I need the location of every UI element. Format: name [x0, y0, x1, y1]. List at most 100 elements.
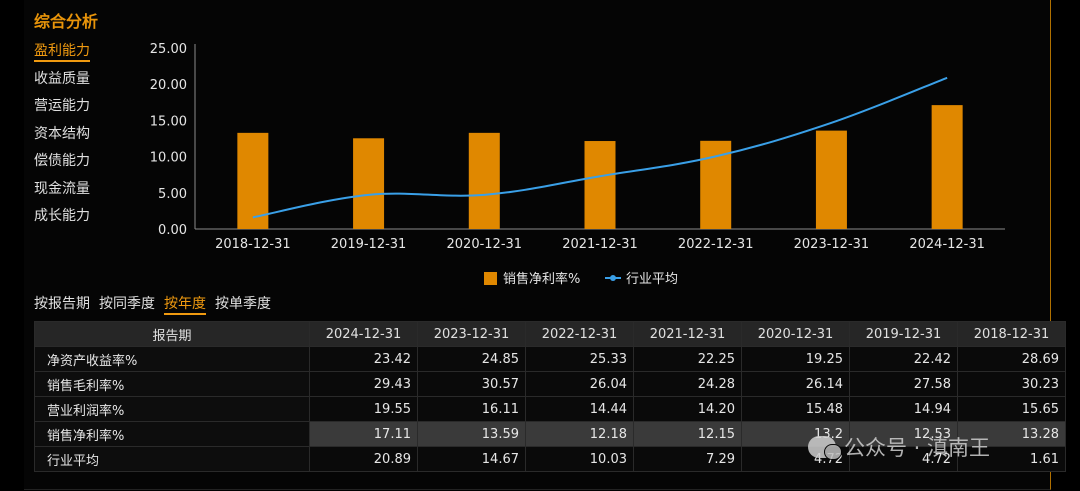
x-tick-label: 2018-12-31	[215, 237, 291, 252]
table-cell: 26.04	[525, 371, 634, 397]
table-cell: 27.58	[849, 371, 958, 397]
sidebar-item-label: 成长能力	[34, 208, 90, 224]
sidebar-item-3[interactable]: 资本结构	[34, 123, 90, 151]
x-tick-label: 2023-12-31	[794, 237, 870, 252]
table-cell: 29.43	[309, 371, 418, 397]
legend-line-label: 行业平均	[626, 272, 678, 287]
table-cell: 28.69	[957, 346, 1066, 372]
row-label: 净资产收益率%	[34, 346, 310, 372]
table-cell: 1.61	[957, 446, 1066, 472]
column-header: 2023-12-31	[417, 321, 526, 347]
series-line	[252, 76, 948, 219]
column-header: 2018-12-31	[957, 321, 1066, 347]
sidebar-item-2[interactable]: 营运能力	[34, 95, 90, 123]
x-tick-label: 2020-12-31	[447, 237, 523, 252]
table-cell: 17.11	[309, 421, 418, 447]
sidebar-item-label: 偿债能力	[34, 153, 90, 169]
bar	[584, 141, 616, 229]
table-cell: 19.55	[309, 396, 418, 422]
tab-3[interactable]: 按单季度	[215, 296, 271, 312]
y-tick-label: 10.00	[150, 151, 187, 166]
sidebar-item-label: 营运能力	[34, 98, 90, 114]
bar	[353, 138, 385, 229]
column-header: 2021-12-31	[633, 321, 742, 347]
table-cell: 26.14	[741, 371, 850, 397]
column-header: 2024-12-31	[309, 321, 418, 347]
table-row[interactable]: 净资产收益率% 23.42 24.85 25.33 22.25 19.25 22.42 28.…	[34, 346, 1066, 372]
watermark-text: 公众号 · 滇南王	[844, 436, 991, 460]
row-label: 营业利润率%	[34, 396, 310, 422]
legend-bar-swatch	[484, 272, 497, 285]
table-cell: 16.11	[417, 396, 526, 422]
table-cell: 23.42	[309, 346, 418, 372]
sidebar-item-label: 收益质量	[34, 70, 90, 87]
tab-2[interactable]: 按年度	[164, 293, 206, 315]
sidebar-item-4[interactable]: 偿债能力	[34, 150, 90, 178]
x-tick-label: 2019-12-31	[331, 237, 407, 252]
table-corner-header: 报告期	[34, 321, 310, 347]
chart: 0.00 5.00 10.00 15.00 20.00 25.00 2018-12-31 20…	[150, 42, 1005, 287]
y-tick-label: 20.00	[150, 78, 187, 93]
data-table: 报告期 2024-12-31 2023-12-31 2022-12-31 2021-12…	[34, 321, 1066, 472]
table-cell: 13.2	[741, 421, 850, 447]
sidebar-item-1[interactable]: 收益质量	[34, 68, 90, 96]
legend-line-marker	[610, 275, 616, 281]
table-cell: 14.20	[633, 396, 742, 422]
table-cell: 22.42	[849, 346, 958, 372]
table-cell: 14.94	[849, 396, 958, 422]
column-header: 2019-12-31	[849, 321, 958, 347]
x-tick-label: 2024-12-31	[909, 237, 985, 252]
table-cell: 19.25	[741, 346, 850, 372]
table-cell: 15.65	[957, 396, 1066, 422]
bar	[815, 130, 847, 229]
table-row[interactable]: 销售毛利率% 29.43 30.57 26.04 24.28 26.14 27.58 30.2…	[34, 371, 1066, 397]
period-tabs: 按报告期 按同季度 按年度 按单季度	[34, 293, 271, 315]
table-cell: 30.23	[957, 371, 1066, 397]
y-tick-label: 25.00	[150, 42, 187, 57]
table-cell: 7.29	[633, 446, 742, 472]
table-cell: 10.03	[525, 446, 634, 472]
table-cell: 12.15	[633, 421, 742, 447]
x-tick-label: 2021-12-31	[562, 237, 638, 252]
bar	[931, 105, 963, 229]
panel-title: 综合分析	[34, 12, 99, 31]
table-cell: 14.44	[525, 396, 634, 422]
wechat-icon	[808, 436, 842, 460]
tab-1[interactable]: 按同季度	[99, 296, 155, 312]
table-cell: 24.28	[633, 371, 742, 397]
table-cell: 20.89	[309, 446, 418, 472]
table-cell: 15.48	[741, 396, 850, 422]
row-label: 销售净利率%	[34, 421, 310, 447]
tab-0[interactable]: 按报告期	[34, 296, 90, 312]
table-cell: 4.72	[849, 446, 958, 472]
column-header: 2020-12-31	[741, 321, 850, 347]
sidebar-item-label: 现金流量	[34, 180, 90, 197]
table-cell: 12.18	[525, 421, 634, 447]
row-label: 销售毛利率%	[34, 371, 310, 397]
watermark: 公众号 · 滇南王	[808, 432, 990, 462]
x-tick-label: 2022-12-31	[678, 237, 754, 252]
table-row[interactable]: 营业利润率% 19.55 16.11 14.44 14.20 15.48 14.94 15.6…	[34, 396, 1066, 422]
y-tick-label: 0.00	[158, 223, 187, 238]
sidebar: 盈利能力收益质量营运能力资本结构偿债能力现金流量成长能力	[34, 40, 90, 233]
table-header-row: 报告期 2024-12-31 2023-12-31 2022-12-31 2021-12…	[34, 321, 1066, 347]
table-cell: 30.57	[417, 371, 526, 397]
column-header: 2022-12-31	[525, 321, 634, 347]
sidebar-item-0[interactable]: 盈利能力	[34, 40, 90, 68]
y-tick-label: 5.00	[158, 187, 187, 202]
table-cell: 13.59	[417, 421, 526, 447]
table-cell: 25.33	[525, 346, 634, 372]
legend-bar-label: 销售净利率%	[503, 271, 580, 287]
sidebar-item-5[interactable]: 现金流量	[34, 178, 90, 206]
table-cell: 12.53	[849, 421, 958, 447]
table-cell: 14.67	[417, 446, 526, 472]
sidebar-item-label: 盈利能力	[34, 43, 90, 62]
sidebar-item-6[interactable]: 成长能力	[34, 205, 90, 233]
table-cell: 22.25	[633, 346, 742, 372]
table-cell: 24.85	[417, 346, 526, 372]
bar	[237, 132, 269, 229]
y-tick-label: 15.00	[150, 114, 187, 129]
bar	[468, 132, 500, 229]
row-label: 行业平均	[34, 446, 310, 472]
